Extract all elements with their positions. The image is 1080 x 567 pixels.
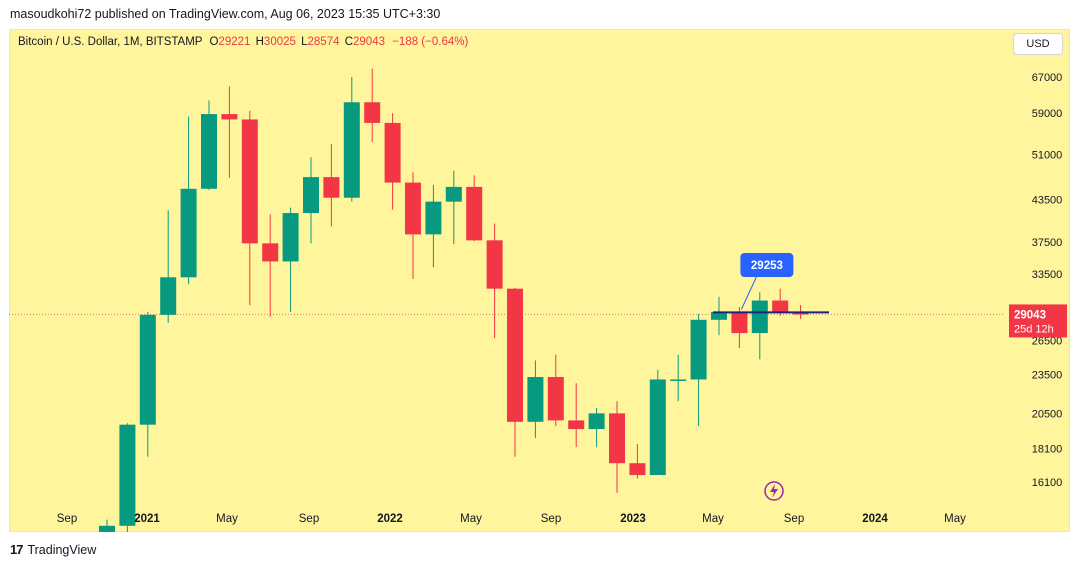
high-label: H	[255, 36, 264, 48]
candle-body[interactable]	[99, 525, 115, 532]
y-axis-tick-label: 16100	[1032, 477, 1063, 489]
candle-body[interactable]	[180, 188, 197, 278]
symbol-title[interactable]: Bitcoin / U.S. Dollar, 1M, BITSTAMP	[18, 36, 203, 48]
close-label: C	[344, 36, 354, 48]
currency-button[interactable]: USD	[1013, 33, 1063, 55]
candle-body[interactable]	[323, 177, 340, 198]
candle-body[interactable]	[364, 102, 381, 123]
candle-body[interactable]	[425, 201, 442, 235]
open-value: 29221	[218, 36, 251, 48]
chart-area[interactable]	[9, 29, 1070, 532]
candle-body[interactable]	[139, 314, 156, 425]
event-marker-icon[interactable]	[764, 481, 784, 501]
candle-body[interactable]	[629, 463, 646, 476]
high-value: 30025	[263, 36, 296, 48]
candle-body[interactable]	[445, 186, 462, 202]
change-value: −188 (−0.64%)	[392, 36, 469, 48]
candle-body[interactable]	[507, 288, 523, 422]
annotation-pointer	[740, 276, 757, 310]
candle-body[interactable]	[690, 319, 707, 380]
candle-body[interactable]	[670, 379, 687, 381]
lightning-icon	[770, 484, 778, 498]
x-axis-tick-label: Sep	[299, 513, 319, 525]
y-axis-tick-label: 23500	[1032, 370, 1063, 382]
y-axis-tick-label: 67000	[1032, 72, 1063, 84]
candle-body[interactable]	[547, 377, 564, 421]
y-axis-tick-label: 20500	[1032, 408, 1063, 420]
candle-body[interactable]	[221, 114, 238, 120]
x-axis-tick-label: May	[216, 513, 238, 525]
candle-body[interactable]	[466, 186, 483, 241]
candle-body[interactable]	[711, 311, 727, 320]
candle-body[interactable]	[262, 243, 279, 262]
candle-body[interactable]	[527, 377, 544, 422]
publish-info: masoudkohi72 published on TradingView.co…	[10, 7, 441, 21]
close-value: 29043	[353, 36, 385, 48]
annotation-label-box[interactable]	[740, 253, 794, 277]
countdown-text: 25d 12h	[1014, 323, 1054, 335]
tradingview-logo-icon[interactable]: 17	[10, 542, 24, 557]
open-label: O	[209, 36, 219, 48]
candle-body[interactable]	[303, 177, 319, 214]
candle-body[interactable]	[568, 420, 585, 430]
candle-body[interactable]	[772, 300, 789, 313]
y-axis-tick-label: 37500	[1032, 237, 1063, 249]
candle-body[interactable]	[649, 379, 666, 476]
candle-body[interactable]	[119, 424, 136, 526]
candle-body[interactable]	[384, 122, 401, 183]
candle-body[interactable]	[241, 119, 258, 244]
footer-brand[interactable]: TradingView	[27, 542, 97, 557]
x-axis-tick-label: Sep	[57, 513, 77, 525]
low-value: 28574	[307, 36, 340, 48]
y-axis-tick-label: 26500	[1032, 335, 1063, 347]
x-axis-tick-label: 2021	[134, 513, 160, 525]
low-label: L	[301, 36, 308, 48]
y-axis-tick-label: 33500	[1032, 269, 1063, 281]
y-axis-tick-label: 59000	[1032, 108, 1063, 120]
x-axis-tick-label: Sep	[784, 513, 804, 525]
y-axis-tick-label: 43500	[1032, 195, 1063, 207]
x-axis-tick-label: May	[944, 513, 966, 525]
x-axis-tick-label: May	[460, 513, 482, 525]
candle-body[interactable]	[343, 102, 360, 198]
last-price-text: 29043	[1014, 309, 1046, 321]
y-axis-tick-label: 51000	[1032, 150, 1063, 162]
x-axis-tick-label: May	[702, 513, 724, 525]
x-axis-tick-label: Sep	[541, 513, 561, 525]
legend: Bitcoin / U.S. Dollar, 1M, BITSTAMP O292…	[18, 36, 468, 48]
candle-body[interactable]	[486, 240, 503, 289]
x-axis-tick-label: 2023	[620, 513, 646, 525]
candle-body[interactable]	[588, 413, 605, 430]
candlestick-chart[interactable]: 29253 67000 59000 51000 43500 37500 33500 26500…	[9, 29, 1070, 532]
candle-body[interactable]	[201, 114, 217, 189]
candle-body[interactable]	[792, 312, 809, 315]
last-price-tag	[1009, 304, 1067, 338]
y-axis-tick-label: 18100	[1032, 444, 1063, 456]
footer: 17 TradingView	[10, 542, 96, 557]
candle-body[interactable]	[160, 277, 177, 315]
annotation-label-text: 29253	[751, 260, 783, 272]
x-axis-tick-label: 2022	[377, 513, 403, 525]
candle-body[interactable]	[282, 213, 299, 262]
candle-body[interactable]	[405, 182, 421, 235]
candle-body[interactable]	[751, 300, 768, 334]
candle-body[interactable]	[731, 311, 748, 334]
candle-body[interactable]	[609, 413, 625, 464]
x-axis-tick-label: 2024	[862, 513, 888, 525]
